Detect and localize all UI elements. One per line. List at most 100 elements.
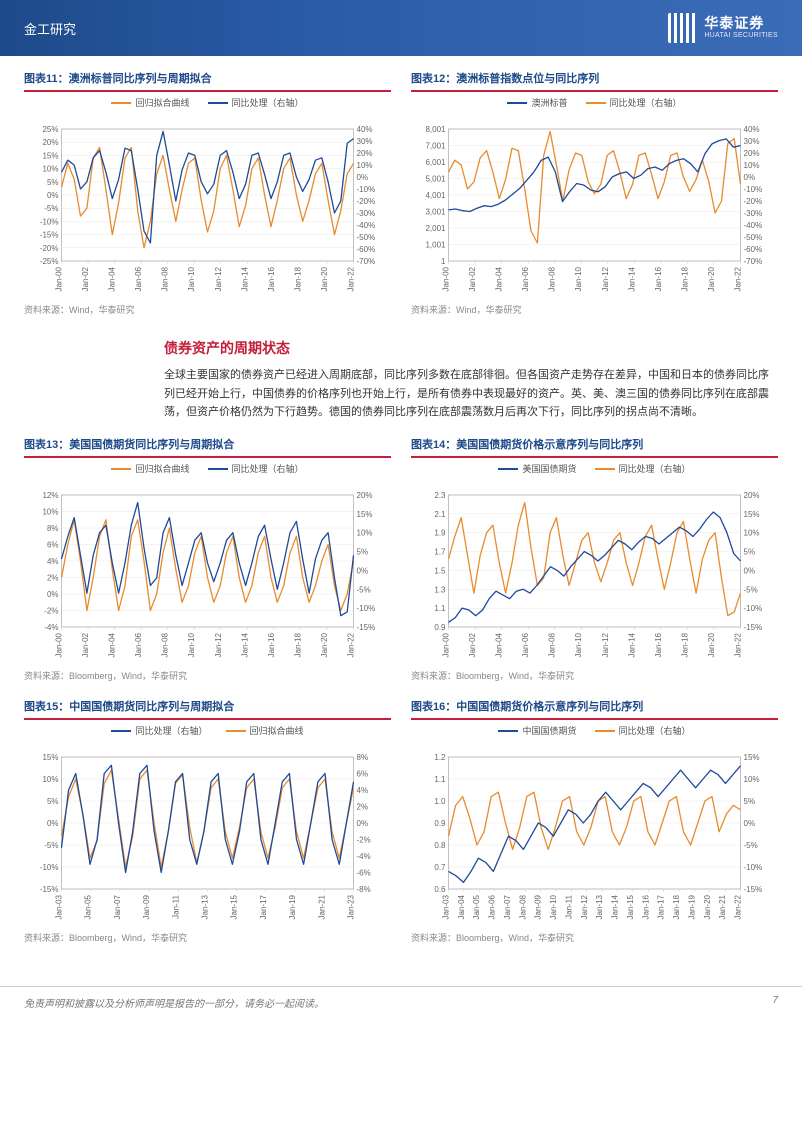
svg-text:6,001: 6,001: [425, 158, 446, 167]
svg-text:8%: 8%: [47, 524, 59, 533]
svg-text:2%: 2%: [357, 803, 369, 812]
svg-text:Jan-06: Jan-06: [134, 266, 143, 291]
svg-text:1.0: 1.0: [434, 797, 446, 806]
svg-text:Jan-18: Jan-18: [672, 895, 681, 920]
svg-text:-10%: -10%: [744, 185, 763, 194]
svg-text:Jan-17: Jan-17: [259, 895, 268, 920]
svg-text:Jan-17: Jan-17: [657, 895, 666, 920]
svg-text:1,001: 1,001: [425, 241, 446, 250]
svg-text:Jan-06: Jan-06: [488, 895, 497, 920]
svg-text:0.7: 0.7: [434, 863, 446, 872]
svg-text:Jan-14: Jan-14: [240, 633, 249, 658]
section-body: 全球主要国家的债券资产已经进入周期底部，同比序列多数在底部徘徊。但各国资产走势存…: [164, 366, 778, 422]
svg-text:Jan-07: Jan-07: [503, 895, 512, 920]
svg-text:Jan-16: Jan-16: [267, 266, 276, 291]
svg-text:Jan-21: Jan-21: [317, 895, 326, 920]
svg-text:0.9: 0.9: [434, 623, 446, 632]
svg-text:4%: 4%: [47, 557, 59, 566]
header-title: 金工研究: [24, 19, 76, 38]
svg-text:-30%: -30%: [744, 209, 763, 218]
svg-text:10%: 10%: [357, 529, 373, 538]
svg-text:15%: 15%: [42, 753, 58, 762]
page-body: 图表11：澳洲标普同比序列与周期拟合 回归拟合曲线同比处理（右轴）-25%-20…: [0, 56, 802, 978]
svg-text:-5%: -5%: [744, 585, 758, 594]
svg-text:Jan-06: Jan-06: [134, 633, 143, 658]
svg-text:Jan-08: Jan-08: [518, 895, 527, 920]
svg-text:Jan-14: Jan-14: [627, 266, 636, 291]
chart-11: 回归拟合曲线同比处理（右轴）-25%-20%-15%-10%-5%0%5%10%…: [24, 90, 391, 301]
svg-text:10%: 10%: [744, 775, 760, 784]
svg-text:10%: 10%: [744, 161, 760, 170]
svg-text:-70%: -70%: [744, 257, 763, 266]
svg-text:Jan-05: Jan-05: [472, 895, 481, 920]
svg-text:10%: 10%: [42, 775, 58, 784]
svg-text:-10%: -10%: [744, 604, 763, 613]
chart-13: 回归拟合曲线同比处理（右轴）-4%-2%0%2%4%6%8%10%12%-15%…: [24, 456, 391, 667]
svg-text:-15%: -15%: [40, 231, 59, 240]
svg-text:Jan-11: Jan-11: [171, 895, 180, 919]
svg-text:Jan-18: Jan-18: [680, 633, 689, 658]
svg-text:Jan-14: Jan-14: [627, 633, 636, 658]
svg-text:Jan-21: Jan-21: [718, 895, 727, 920]
svg-text:Jan-02: Jan-02: [81, 266, 90, 291]
svg-text:Jan-20: Jan-20: [320, 266, 329, 291]
svg-text:1.1: 1.1: [434, 604, 446, 613]
svg-text:2,001: 2,001: [425, 224, 446, 233]
footer-disclaimer: 免责声明和披露以及分析师声明是报告的一部分，请务必一起阅读。: [24, 995, 324, 1010]
svg-text:Jan-20: Jan-20: [707, 633, 716, 658]
svg-text:30%: 30%: [357, 137, 373, 146]
svg-text:Jan-08: Jan-08: [161, 633, 170, 658]
svg-text:4,001: 4,001: [425, 191, 446, 200]
chart-15-source: 资料来源：Bloomberg，Wind，华泰研究: [24, 931, 391, 944]
svg-text:-30%: -30%: [357, 209, 376, 218]
svg-text:Jan-10: Jan-10: [574, 266, 583, 291]
svg-text:Jan-10: Jan-10: [549, 895, 558, 920]
svg-text:-40%: -40%: [744, 221, 763, 230]
svg-text:-8%: -8%: [357, 885, 371, 894]
svg-text:25%: 25%: [42, 125, 58, 134]
svg-text:Jan-16: Jan-16: [654, 633, 663, 658]
svg-text:1.2: 1.2: [434, 753, 446, 762]
svg-text:Jan-16: Jan-16: [641, 895, 650, 920]
chart-16: 中国国债期货同比处理（右轴）0.60.70.80.91.01.11.2-15%-…: [411, 718, 778, 929]
svg-text:2%: 2%: [47, 574, 59, 583]
svg-text:Jan-08: Jan-08: [548, 633, 557, 658]
svg-text:Jan-22: Jan-22: [734, 266, 743, 291]
svg-text:Jan-19: Jan-19: [687, 895, 696, 920]
svg-text:-20%: -20%: [744, 197, 763, 206]
svg-text:10%: 10%: [357, 161, 373, 170]
svg-text:Jan-18: Jan-18: [293, 633, 302, 658]
svg-text:Jan-06: Jan-06: [521, 266, 530, 291]
svg-text:4%: 4%: [357, 786, 369, 795]
svg-text:-20%: -20%: [40, 244, 59, 253]
svg-text:10%: 10%: [42, 165, 58, 174]
svg-text:-15%: -15%: [357, 623, 376, 632]
svg-text:0%: 0%: [47, 590, 59, 599]
svg-text:6%: 6%: [357, 770, 369, 779]
svg-text:5%: 5%: [357, 548, 369, 557]
svg-text:Jan-16: Jan-16: [654, 266, 663, 291]
svg-text:15%: 15%: [744, 753, 760, 762]
brand-logo-icon: [668, 13, 698, 43]
svg-text:-10%: -10%: [357, 604, 376, 613]
svg-text:Jan-05: Jan-05: [84, 895, 93, 920]
svg-text:12%: 12%: [42, 491, 58, 500]
svg-text:8,001: 8,001: [425, 125, 446, 134]
svg-text:10%: 10%: [42, 508, 58, 517]
chart-12-title: 图表12：澳洲标普指数点位与同比序列: [411, 70, 778, 86]
svg-text:0%: 0%: [47, 191, 59, 200]
svg-text:15%: 15%: [42, 151, 58, 160]
svg-text:Jan-19: Jan-19: [288, 895, 297, 920]
svg-text:6%: 6%: [47, 541, 59, 550]
chart-16-title: 图表16：中国国债期货价格示意序列与同比序列: [411, 698, 778, 714]
svg-text:Jan-07: Jan-07: [113, 895, 122, 920]
page-footer: 免责声明和披露以及分析师声明是报告的一部分，请务必一起阅读。 7: [0, 986, 802, 1024]
page-header: 金工研究 华泰证券 HUATAI SECURITIES: [0, 0, 802, 56]
svg-text:Jan-15: Jan-15: [230, 895, 239, 920]
svg-text:20%: 20%: [357, 491, 373, 500]
svg-text:-15%: -15%: [744, 885, 763, 894]
chart-16-source: 资料来源：Bloomberg，Wind，华泰研究: [411, 931, 778, 944]
svg-text:5%: 5%: [744, 548, 756, 557]
section-title: 债券资产的周期状态: [164, 338, 778, 358]
svg-text:5,001: 5,001: [425, 175, 446, 184]
